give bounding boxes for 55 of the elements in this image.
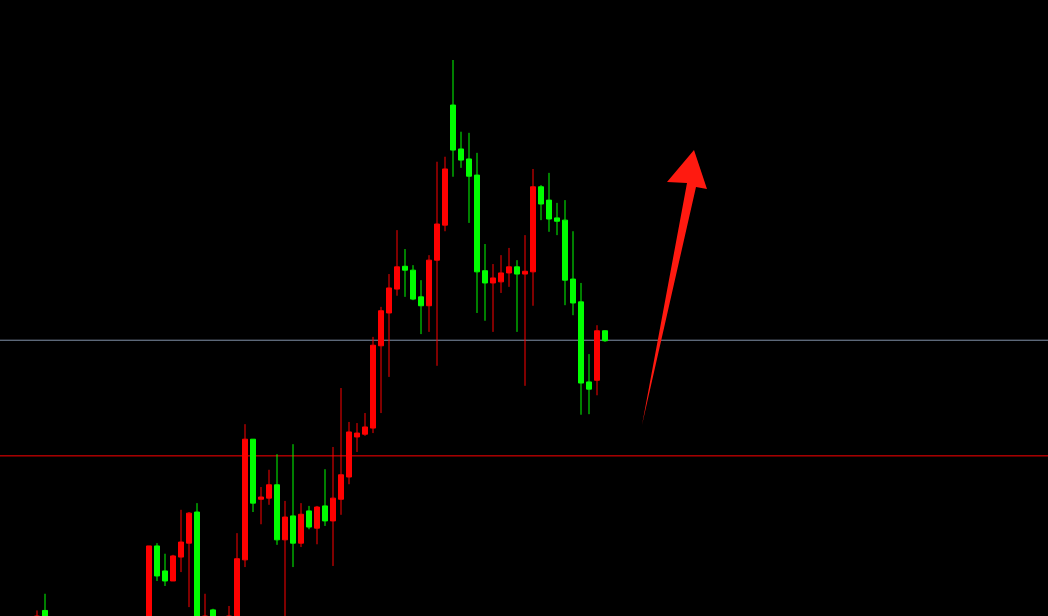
candlestick [274, 453, 280, 546]
candlestick [194, 502, 200, 616]
candlestick [386, 273, 392, 378]
candlestick [170, 554, 176, 582]
candlestick [546, 172, 552, 233]
candlestick [322, 468, 328, 527]
candlestick [442, 156, 448, 232]
candlestick [498, 254, 504, 294]
candlestick [282, 500, 288, 616]
candlestick [258, 486, 264, 525]
candlestick [458, 131, 464, 169]
candlestick [378, 306, 384, 414]
candlestick [514, 259, 520, 333]
candlestick [210, 608, 216, 616]
candlestick [482, 243, 488, 322]
candlestick [450, 59, 456, 178]
candlestick [162, 553, 168, 587]
candlestick [434, 161, 440, 367]
candlestick [394, 229, 400, 297]
candlestick [226, 605, 232, 616]
candlestick [146, 545, 152, 616]
candlestick [42, 593, 48, 616]
candlestick [34, 609, 40, 616]
candlestick [578, 282, 584, 416]
candlestick [474, 152, 480, 314]
candlestick [466, 132, 472, 224]
candlestick [266, 469, 272, 506]
candlestick [370, 336, 376, 434]
candlestick [306, 505, 312, 530]
candlestick [570, 230, 576, 316]
candlestick [602, 329, 608, 343]
candlestick [586, 353, 592, 415]
candlestick [506, 247, 512, 288]
candlestick [202, 593, 208, 616]
candlestick [538, 184, 544, 221]
candlestick [490, 263, 496, 333]
candlestick [234, 532, 240, 616]
candlestick [522, 234, 528, 387]
candlestick [298, 502, 304, 548]
candlestick [426, 254, 432, 333]
candlestick [178, 509, 184, 573]
candlestick [594, 324, 600, 396]
candlestick [418, 279, 424, 335]
candlestick [186, 511, 192, 608]
candlestick [354, 422, 360, 453]
candlestick [250, 438, 256, 513]
candlestick [562, 199, 568, 306]
candlestick [530, 168, 536, 307]
candlestick [362, 412, 368, 437]
candlestick [410, 264, 416, 301]
candlestick [554, 202, 560, 236]
candlestick [154, 542, 160, 582]
candlestick [290, 443, 296, 568]
candlestick [402, 248, 408, 298]
candlestick [314, 505, 320, 545]
